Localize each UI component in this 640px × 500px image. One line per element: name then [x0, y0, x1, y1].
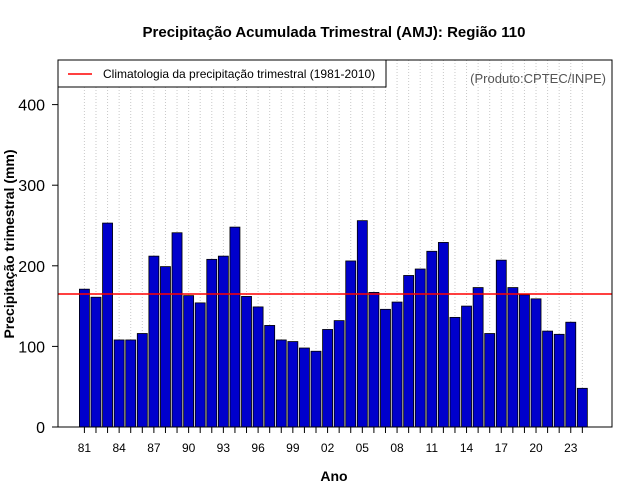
bar-17	[495, 259, 507, 428]
x-tick-label: 05	[356, 441, 370, 455]
bar-99	[287, 341, 299, 428]
bar-23	[565, 321, 577, 428]
bar-02	[322, 329, 333, 428]
y-axis: 0 100 200 300 400	[18, 98, 58, 437]
y-tick-label: 400	[18, 98, 45, 115]
bar-20	[530, 298, 542, 428]
bar-08	[391, 301, 403, 428]
bar-16	[484, 333, 496, 428]
x-tick-label: 93	[217, 441, 231, 455]
bar-21	[542, 330, 553, 428]
x-tick-label: 99	[286, 441, 300, 455]
bar-07	[380, 308, 391, 428]
bar-85	[125, 339, 137, 428]
bar-04	[345, 260, 357, 428]
bar-91	[194, 302, 206, 428]
x-tick-label: 90	[182, 441, 196, 455]
bar-93	[217, 255, 229, 428]
x-tick-label: 02	[321, 441, 335, 455]
x-tick-label: 87	[147, 441, 161, 455]
bar-13	[449, 316, 461, 428]
y-axis-label: Precipitação trimestral (mm)	[1, 149, 17, 338]
bar-14	[461, 305, 472, 428]
x-axis: 81 84 87 90 93 96 99 02 05 08 11 14 17 20 23	[78, 427, 583, 455]
bar-88	[160, 266, 171, 428]
bar-92	[206, 258, 218, 428]
bar-82	[90, 296, 102, 428]
x-tick-label: 11	[426, 441, 439, 455]
legend-box	[57, 59, 387, 88]
bar-98	[275, 339, 287, 428]
y-tick-label: 0	[36, 420, 45, 437]
bar-05	[356, 220, 368, 428]
bar-24	[576, 387, 588, 428]
bar-18	[507, 287, 519, 428]
bar-00	[299, 347, 310, 428]
bar-15	[472, 287, 484, 428]
bar-06	[368, 291, 380, 428]
chart-title: Precipitação Acumulada Trimestral (AMJ):…	[143, 24, 526, 41]
bar-09	[403, 275, 415, 428]
y-tick-label: 100	[18, 339, 45, 356]
bar-81	[79, 288, 90, 428]
y-tick-label: 300	[18, 178, 45, 195]
x-axis-label: Ano	[320, 468, 347, 484]
x-tick-label: 08	[390, 441, 404, 455]
x-tick-label: 17	[495, 441, 509, 455]
legend: Climatologia da precipitação trimestral …	[57, 59, 387, 88]
x-tick-label: 20	[529, 441, 543, 455]
bar-87	[148, 255, 160, 428]
bar-96	[252, 306, 264, 428]
y-tick-label: 200	[18, 259, 45, 276]
bars	[79, 220, 588, 428]
bar-94	[229, 226, 241, 428]
bar-12	[437, 242, 449, 428]
bar-97	[264, 325, 276, 428]
bar-19	[519, 294, 530, 428]
bar-86	[136, 333, 148, 428]
x-tick-label: 81	[78, 441, 92, 455]
credit-label: (Produto:CPTEC/INPE)	[470, 71, 606, 86]
bar-95	[241, 296, 252, 428]
bar-11	[426, 250, 438, 428]
bar-01	[310, 350, 322, 428]
x-tick-label: 84	[112, 441, 126, 455]
legend-label: Climatologia da precipitação trimestral …	[103, 67, 375, 81]
x-tick-label: 96	[251, 441, 265, 455]
bar-83	[102, 222, 113, 428]
bar-10	[414, 268, 426, 428]
bar-90	[183, 295, 195, 428]
x-tick-label: 23	[564, 441, 578, 455]
bar-03	[333, 320, 345, 428]
bar-84	[113, 339, 125, 428]
bar-89	[171, 232, 183, 428]
bar-22	[553, 333, 565, 428]
x-tick-label: 14	[460, 441, 474, 455]
